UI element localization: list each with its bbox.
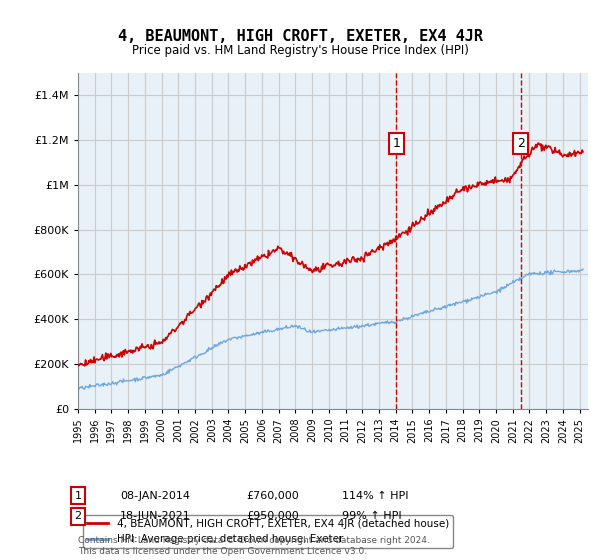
Text: 08-JAN-2014: 08-JAN-2014 — [120, 491, 190, 501]
Text: 4, BEAUMONT, HIGH CROFT, EXETER, EX4 4JR: 4, BEAUMONT, HIGH CROFT, EXETER, EX4 4JR — [118, 29, 482, 44]
Text: 1: 1 — [392, 137, 400, 150]
Text: 18-JUN-2021: 18-JUN-2021 — [120, 511, 191, 521]
Text: 114% ↑ HPI: 114% ↑ HPI — [342, 491, 409, 501]
Text: £950,000: £950,000 — [246, 511, 299, 521]
Legend: 4, BEAUMONT, HIGH CROFT, EXETER, EX4 4JR (detached house), HPI: Average price, d: 4, BEAUMONT, HIGH CROFT, EXETER, EX4 4JR… — [83, 515, 453, 548]
Text: 2: 2 — [517, 137, 524, 150]
Text: Price paid vs. HM Land Registry's House Price Index (HPI): Price paid vs. HM Land Registry's House … — [131, 44, 469, 57]
Text: £760,000: £760,000 — [246, 491, 299, 501]
Text: 99% ↑ HPI: 99% ↑ HPI — [342, 511, 401, 521]
Text: Contains HM Land Registry data © Crown copyright and database right 2024.
This d: Contains HM Land Registry data © Crown c… — [78, 536, 430, 556]
Text: 2: 2 — [74, 511, 82, 521]
Text: 1: 1 — [74, 491, 82, 501]
